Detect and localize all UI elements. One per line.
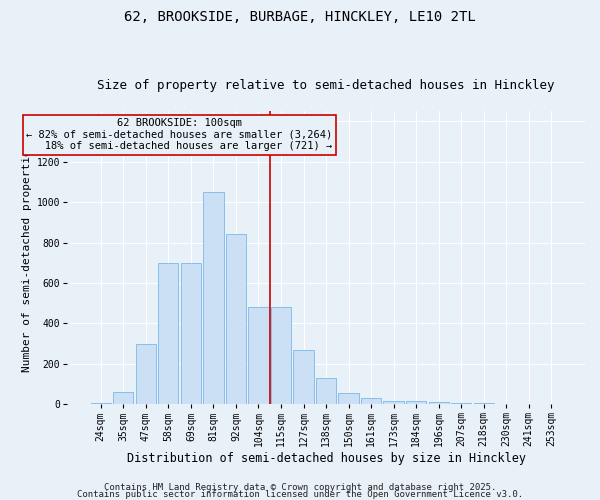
Title: Size of property relative to semi-detached houses in Hinckley: Size of property relative to semi-detach…: [97, 79, 555, 92]
Bar: [293, 350, 314, 404]
Bar: [316, 378, 336, 404]
Y-axis label: Number of semi-detached properties: Number of semi-detached properties: [22, 143, 32, 372]
Bar: [406, 401, 426, 404]
Bar: [113, 392, 133, 404]
Bar: [383, 401, 404, 404]
Bar: [136, 344, 156, 404]
Bar: [271, 307, 291, 404]
Bar: [203, 192, 224, 404]
Text: 62 BROOKSIDE: 100sqm
← 82% of semi-detached houses are smaller (3,264)
   18% of: 62 BROOKSIDE: 100sqm ← 82% of semi-detac…: [26, 118, 333, 152]
X-axis label: Distribution of semi-detached houses by size in Hinckley: Distribution of semi-detached houses by …: [127, 452, 526, 465]
Text: Contains public sector information licensed under the Open Government Licence v3: Contains public sector information licen…: [77, 490, 523, 499]
Bar: [473, 403, 494, 404]
Bar: [361, 398, 381, 404]
Bar: [226, 234, 246, 404]
Bar: [91, 403, 111, 404]
Text: 62, BROOKSIDE, BURBAGE, HINCKLEY, LE10 2TL: 62, BROOKSIDE, BURBAGE, HINCKLEY, LE10 2…: [124, 10, 476, 24]
Text: Contains HM Land Registry data © Crown copyright and database right 2025.: Contains HM Land Registry data © Crown c…: [104, 484, 496, 492]
Bar: [158, 263, 178, 404]
Bar: [428, 402, 449, 404]
Bar: [451, 403, 472, 404]
Bar: [181, 263, 201, 404]
Bar: [248, 307, 269, 404]
Bar: [338, 393, 359, 404]
